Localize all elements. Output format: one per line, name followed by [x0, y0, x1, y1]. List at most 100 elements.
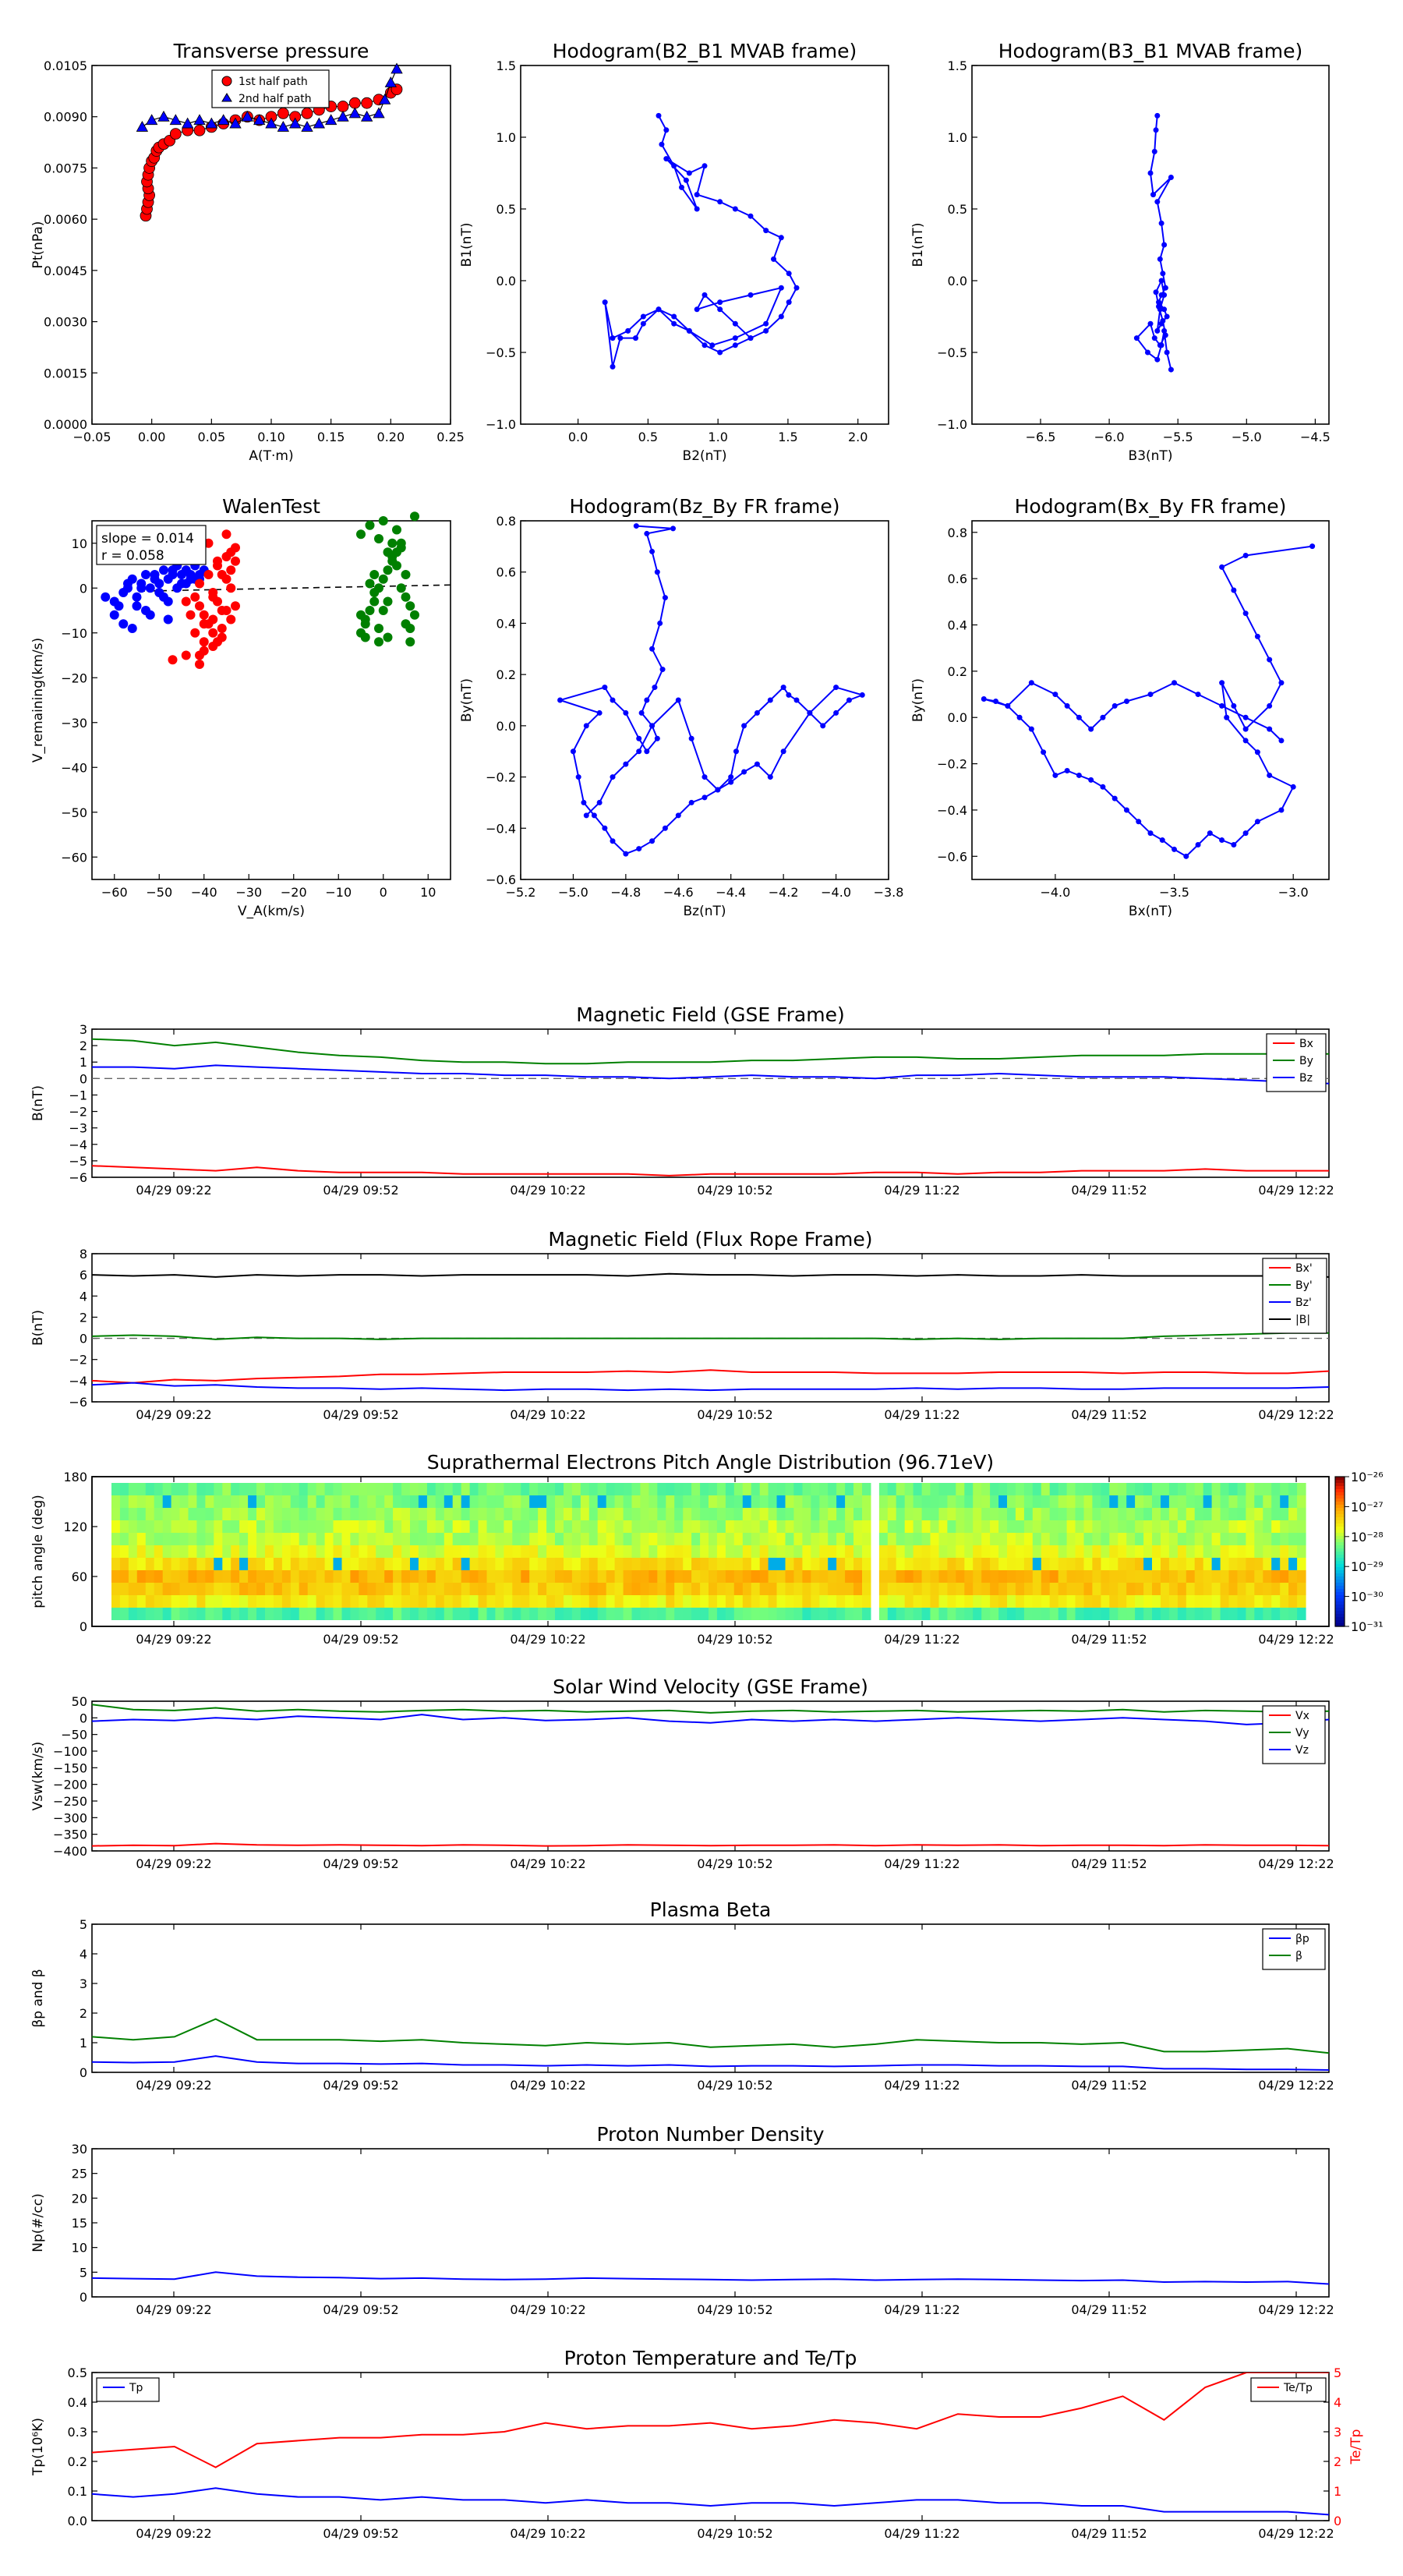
heatmap-cell: [623, 1570, 633, 1583]
heatmap-cell: [1075, 1495, 1084, 1508]
heatmap-cell: [333, 1545, 342, 1558]
heatmap-cell: [1058, 1508, 1068, 1520]
heatmap-cell: [281, 1520, 292, 1533]
heatmap-cell: [1220, 1495, 1230, 1508]
hodogram-point: [694, 306, 700, 313]
panel-title: Suprathermal Electrons Pitch Angle Distr…: [427, 1451, 994, 1474]
heatmap-cell: [205, 1583, 214, 1595]
series-line-bx-prime: [91, 1369, 1330, 1384]
heatmap-cell: [521, 1595, 530, 1608]
hodogram-point: [683, 177, 689, 183]
y-tick-label: 1.5: [497, 58, 516, 73]
heatmap-cell: [256, 1570, 266, 1583]
heatmap-cell: [231, 1520, 240, 1533]
heatmap-cell: [1066, 1508, 1076, 1520]
heatmap-cell: [930, 1520, 939, 1533]
heatmap-cell: [401, 1533, 411, 1545]
heatmap-cell: [1041, 1570, 1051, 1583]
heatmap-cell: [119, 1583, 129, 1595]
heatmap-cell: [162, 1483, 172, 1495]
heatmap-cell: [205, 1570, 214, 1583]
hodogram-point: [807, 709, 813, 716]
heatmap-cell: [188, 1558, 197, 1570]
heatmap-cell: [1109, 1545, 1119, 1558]
heatmap-cell: [1032, 1570, 1042, 1583]
hodogram-point: [1153, 289, 1159, 295]
hodogram-point: [1278, 807, 1285, 813]
heatmap-cell: [239, 1495, 249, 1508]
y-tick-label: −6: [69, 1395, 87, 1410]
heatmap-cell: [742, 1508, 752, 1520]
heatmap-cell: [785, 1608, 794, 1620]
heatmap-cell: [324, 1583, 334, 1595]
heatmap-cell: [725, 1495, 735, 1508]
heatmap-cell: [938, 1545, 948, 1558]
heatmap-cell: [691, 1583, 701, 1595]
heatmap-cell: [793, 1533, 803, 1545]
heatmap-cell: [793, 1483, 803, 1495]
heatmap-cell: [657, 1545, 666, 1558]
heatmap-cell: [273, 1483, 283, 1495]
heatmap-cell: [171, 1583, 181, 1595]
data-point-1st-half: [277, 107, 289, 119]
colorbar-step: [1335, 1555, 1345, 1559]
heatmap-cell: [265, 1545, 274, 1558]
heatmap-cell: [802, 1508, 811, 1520]
heatmap-cell: [716, 1508, 726, 1520]
heatmap-cell: [1109, 1520, 1119, 1533]
heatmap-cell: [725, 1483, 735, 1495]
heatmap-cell: [1254, 1508, 1263, 1520]
heatmap-cell: [1126, 1533, 1136, 1545]
x-tick-label: 04/29 09:52: [323, 1183, 398, 1198]
heatmap-cell: [588, 1558, 599, 1570]
heatmap-cell: [162, 1545, 172, 1558]
heatmap-cell: [571, 1533, 581, 1545]
heatmap-cell: [273, 1545, 283, 1558]
heatmap-cell: [1186, 1595, 1196, 1608]
heatmap-cell: [878, 1483, 889, 1495]
hodogram-point: [1028, 680, 1034, 686]
heatmap-cell: [1177, 1608, 1187, 1620]
x-tick-label: −5.2: [506, 885, 536, 900]
heatmap-cell: [248, 1545, 257, 1558]
y-tick-label: −30: [61, 716, 87, 731]
heatmap-cell: [281, 1533, 292, 1545]
hodogram-point: [663, 127, 670, 133]
legend-frame: [1250, 2377, 1327, 2402]
hodogram-point: [610, 697, 616, 703]
heatmap-cell: [716, 1558, 726, 1570]
heatmap-cell: [904, 1483, 914, 1495]
heatmap-cell: [1118, 1570, 1127, 1583]
heatmap-cell: [725, 1608, 735, 1620]
heatmap-cell: [239, 1570, 249, 1583]
data-point-2nd-half: [277, 121, 290, 132]
heatmap-cell: [299, 1520, 309, 1533]
walen-point-red: [199, 610, 209, 620]
heatmap-cell: [273, 1595, 283, 1608]
heatmap-cell: [776, 1558, 786, 1570]
heatmap-cell: [290, 1558, 300, 1570]
heatmap-cell: [452, 1570, 462, 1583]
hodogram-point: [570, 748, 576, 755]
heatmap-cell: [512, 1495, 521, 1508]
heatmap-cell: [930, 1558, 939, 1570]
x-tick-label: 04/29 09:52: [323, 1632, 398, 1647]
heatmap-cell: [614, 1520, 624, 1533]
heatmap-cell: [742, 1533, 752, 1545]
heatmap-cell: [1271, 1608, 1281, 1620]
colorbar-step: [1335, 1536, 1345, 1540]
heatmap-cell: [136, 1533, 147, 1545]
heatmap-cell: [171, 1608, 181, 1620]
legend-frame: [1262, 1928, 1326, 1970]
heatmap-cell: [964, 1520, 974, 1533]
x-tick-label: 0.0: [568, 430, 588, 444]
walen-point-green: [378, 516, 388, 525]
walen-point-blue: [136, 583, 147, 593]
x-tick-label: 04/29 11:22: [884, 1856, 959, 1871]
hodogram-point: [1158, 278, 1164, 284]
heatmap-cell: [776, 1545, 786, 1558]
walen-point-red: [199, 637, 209, 647]
heatmap-cell: [725, 1508, 735, 1520]
heatmap-cell: [333, 1483, 342, 1495]
heatmap-cell: [162, 1595, 172, 1608]
